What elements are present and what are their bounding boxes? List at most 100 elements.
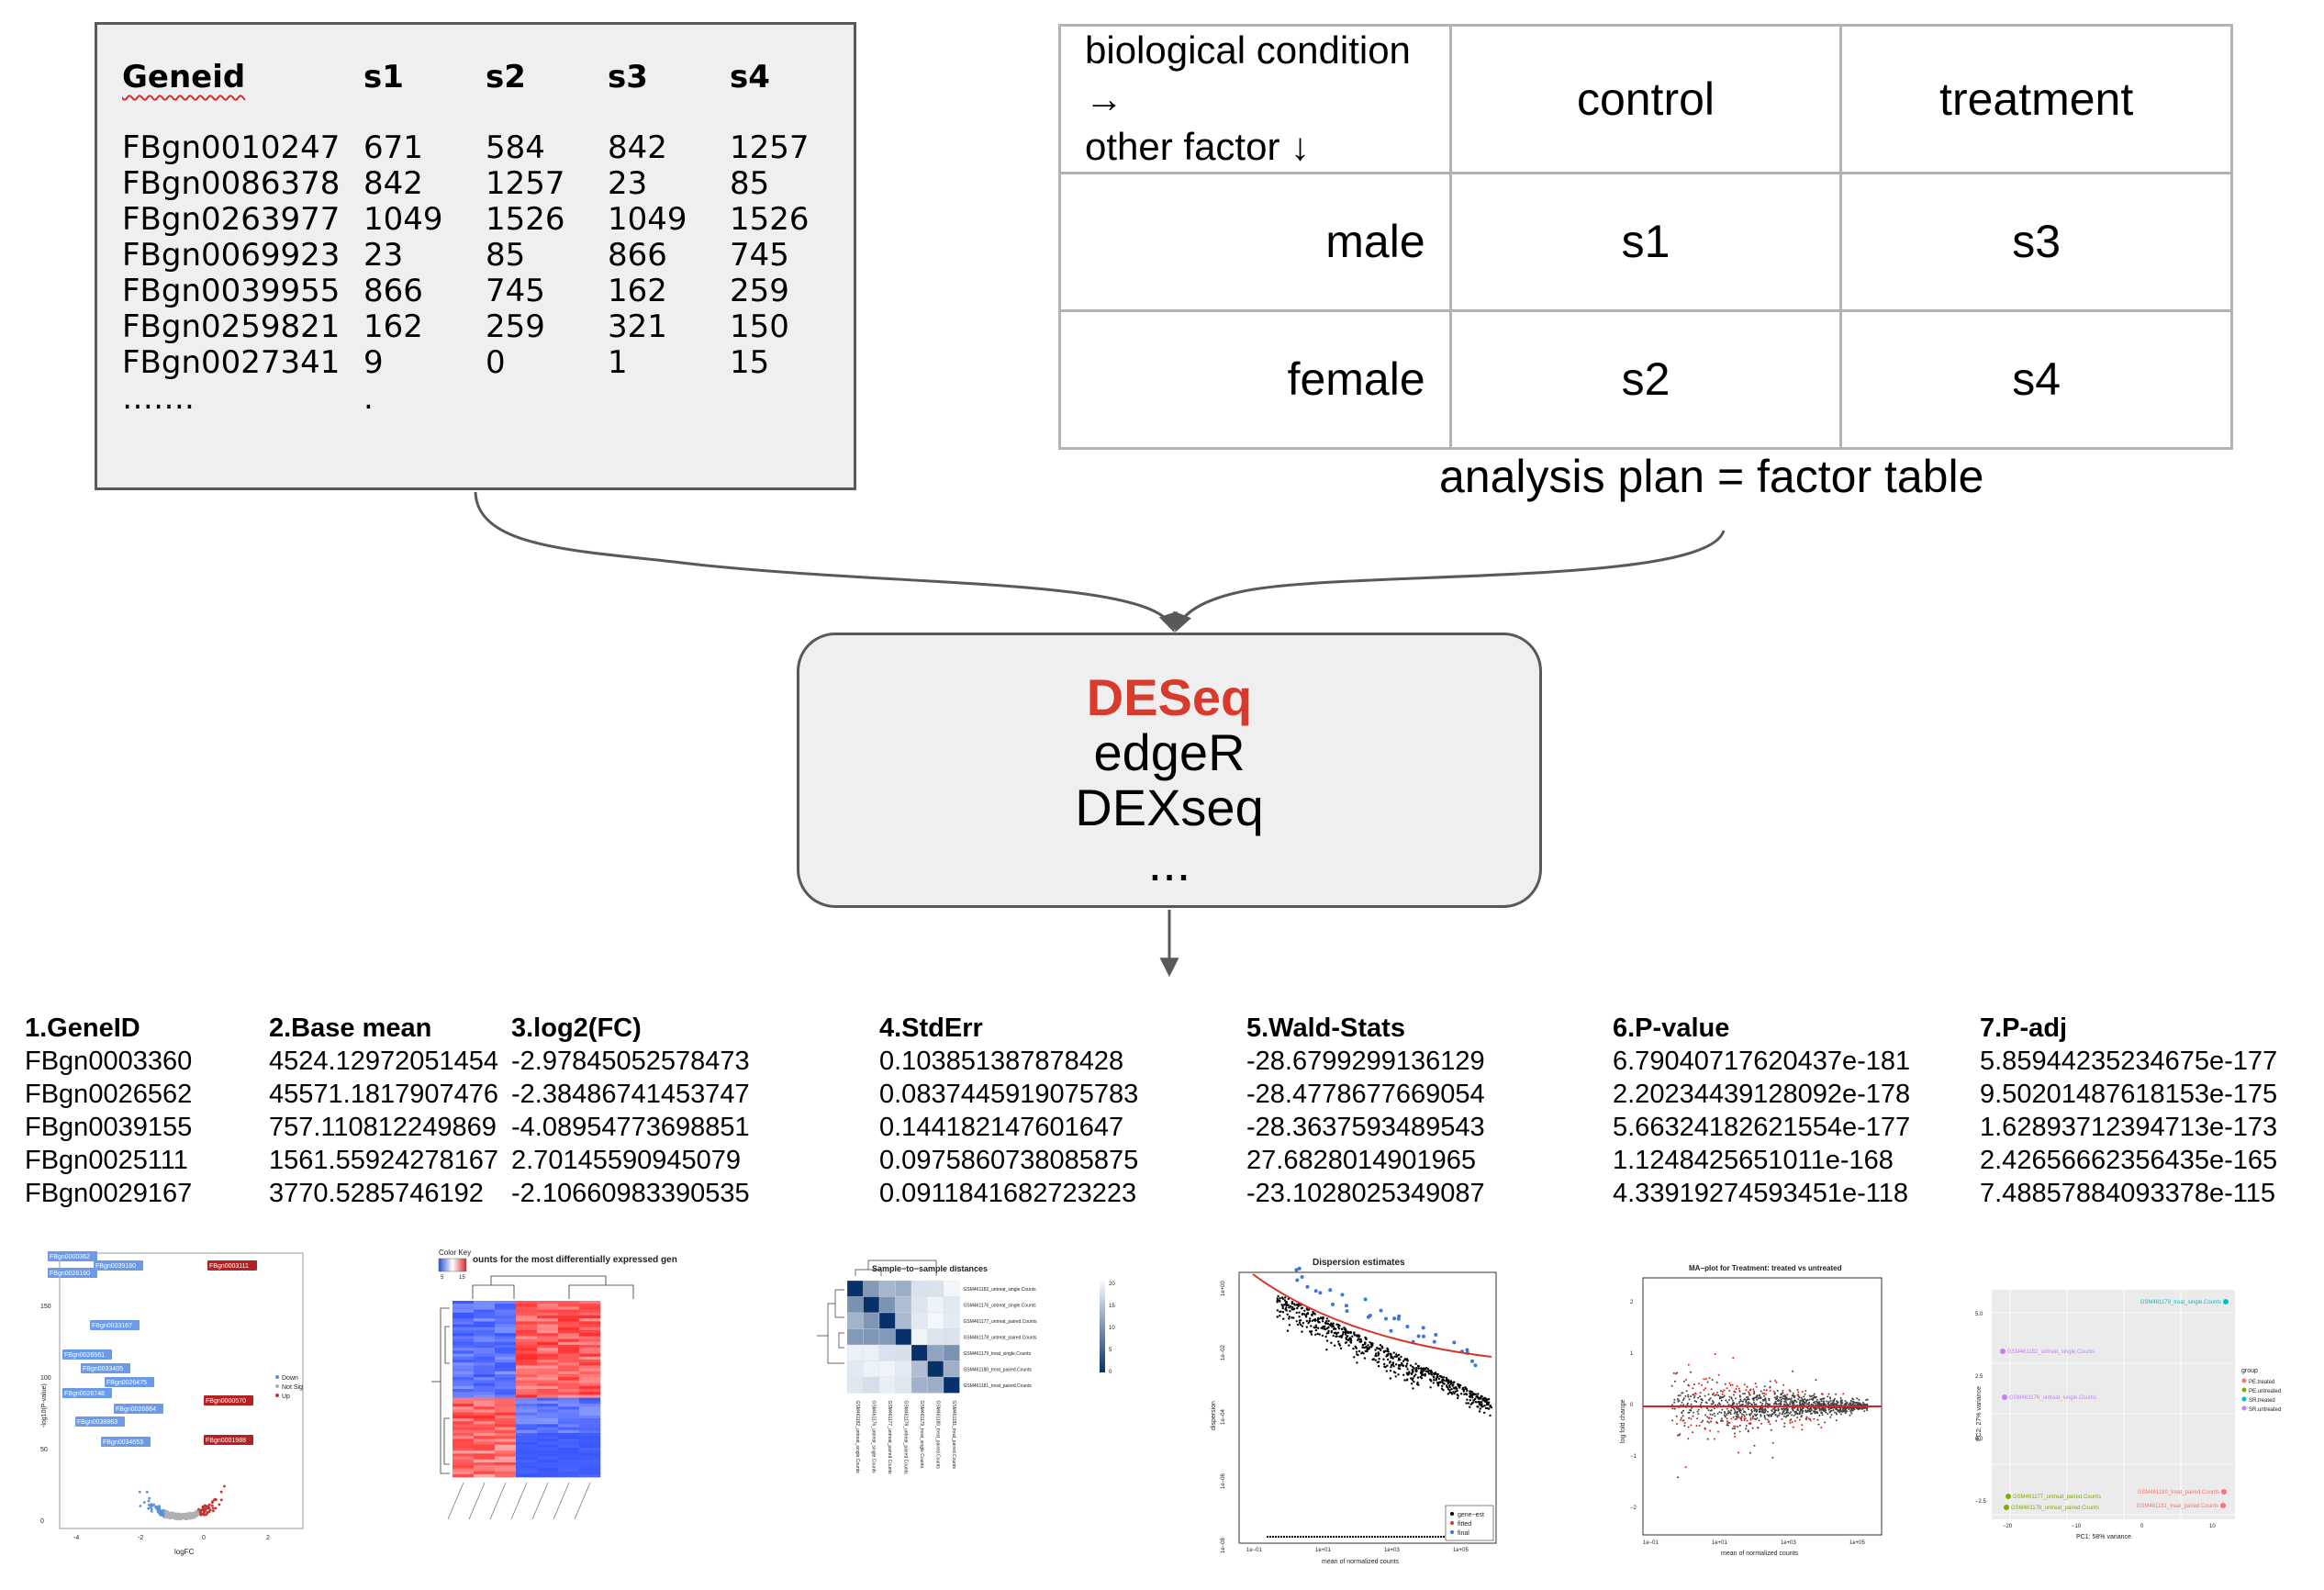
ma-point xyxy=(1863,1403,1866,1405)
heatmap-cell xyxy=(579,1471,601,1475)
ma-point xyxy=(1672,1372,1675,1374)
ma-point xyxy=(1684,1466,1687,1469)
ma-point xyxy=(1687,1383,1690,1386)
dispersion-gene-point xyxy=(1357,1338,1359,1342)
distance-cell xyxy=(943,1344,960,1361)
heatmap-cell xyxy=(516,1436,538,1439)
heatmap-cell xyxy=(537,1318,559,1322)
ma-point xyxy=(1785,1410,1788,1413)
heatmap-cell xyxy=(495,1312,517,1316)
ma-point xyxy=(1788,1397,1791,1400)
heatmap-cell xyxy=(537,1383,559,1387)
ma-point xyxy=(1733,1425,1736,1428)
ma-point xyxy=(1704,1428,1706,1430)
results-cell: 5.85944235234675e-177 xyxy=(1980,1047,2278,1076)
ma-point xyxy=(1723,1394,1726,1397)
dispersion-gene-point xyxy=(1331,1323,1335,1327)
dispersion-final-point xyxy=(1392,1316,1397,1321)
results-cell: 7.48857884093378e-115 xyxy=(1980,1179,2276,1208)
dispersion-gene-point xyxy=(1453,1381,1456,1383)
count-header-s2: s2 xyxy=(486,59,526,95)
dispersion-gene-point xyxy=(1307,1322,1310,1325)
heatmap-column-label xyxy=(468,1482,486,1520)
dispersion-gene-point xyxy=(1413,1375,1416,1378)
volcano-point xyxy=(149,1506,152,1508)
ma-point xyxy=(1715,1382,1718,1383)
volcano-point xyxy=(207,1510,211,1513)
dispersion-final-point xyxy=(1434,1333,1438,1337)
distance-column-label: GSM461177_untreat_paired.Counts xyxy=(887,1401,892,1474)
dispersion-gene-point xyxy=(1387,1350,1390,1353)
count-value: 866 xyxy=(363,273,423,309)
heatmap-cell xyxy=(516,1433,538,1437)
dispersion-gene-point xyxy=(1291,1308,1295,1311)
ma-point xyxy=(1768,1420,1771,1423)
ma-point xyxy=(1773,1406,1776,1409)
dispersion-gene-point xyxy=(1281,1304,1284,1308)
ma-point xyxy=(1785,1401,1787,1404)
dispersion-gene-point xyxy=(1469,1390,1471,1393)
heatmap-cell xyxy=(579,1429,601,1434)
ma-point xyxy=(1820,1400,1823,1402)
dispersion-gene-point xyxy=(1411,1372,1413,1374)
ma-point xyxy=(1848,1403,1849,1405)
ma-point xyxy=(1789,1419,1792,1422)
ma-point xyxy=(1782,1389,1784,1392)
volcano-label-box xyxy=(62,1349,112,1360)
ma-point xyxy=(1768,1399,1771,1402)
heatmap-cell xyxy=(558,1330,580,1334)
distance-cell xyxy=(863,1376,880,1394)
volcano-legend-entry: Down xyxy=(282,1375,298,1382)
heatmap-cell xyxy=(495,1371,517,1375)
dispersion-gene-point xyxy=(1400,1355,1402,1359)
heatmap-cell xyxy=(579,1360,601,1363)
dispersion-gene-point xyxy=(1403,1358,1407,1360)
dispersion-gene-point xyxy=(1286,1313,1289,1316)
heatmap-cell xyxy=(537,1377,559,1381)
dispersion-gene-point xyxy=(1288,1316,1290,1318)
heatmap-cell xyxy=(558,1409,580,1413)
heatmap-cell xyxy=(516,1338,538,1343)
ma-point xyxy=(1751,1427,1754,1429)
heatmap-cell xyxy=(474,1453,496,1457)
ma-point xyxy=(1718,1411,1721,1414)
dispersion-gene-point xyxy=(1479,1396,1482,1400)
ma-point xyxy=(1751,1397,1754,1400)
volcano-label: FBgn0038863 xyxy=(77,1419,117,1426)
heatmap-cell xyxy=(537,1350,559,1354)
heatmap-cell xyxy=(495,1471,517,1475)
dispersion-gene-point xyxy=(1306,1308,1309,1311)
dispersion-gene-point xyxy=(1302,1322,1305,1325)
heatmap-cell xyxy=(495,1316,517,1319)
count-value: 162 xyxy=(608,273,667,309)
heatmap-cell xyxy=(474,1306,496,1310)
ma-point xyxy=(1775,1409,1778,1412)
ma-point xyxy=(1681,1412,1683,1415)
dispersion-gene-point xyxy=(1455,1386,1458,1389)
ma-plot-thumbnail: MA−plot for Treatment: treated vs untrea… xyxy=(1615,1260,1891,1567)
dispersion-gene-point xyxy=(1449,1392,1453,1394)
count-gene-id: FBgn0039955 xyxy=(122,273,341,309)
ma-point xyxy=(1753,1413,1756,1416)
heatmap-cell xyxy=(453,1368,475,1372)
volcano-point xyxy=(207,1503,211,1506)
volcano-label: FBgn0000570 xyxy=(206,1398,246,1405)
ma-point xyxy=(1784,1416,1787,1418)
heatmap-cell xyxy=(516,1441,538,1446)
heatmap-cell xyxy=(537,1404,559,1407)
distance-column-label: GSM461182_untreat_single.Counts xyxy=(855,1401,860,1474)
count-value: 1526 xyxy=(486,201,565,238)
dispersion-final-point xyxy=(1368,1314,1372,1317)
ma-point xyxy=(1745,1400,1748,1403)
dispersion-gene-point xyxy=(1432,1375,1436,1378)
ma-point xyxy=(1741,1403,1744,1405)
ma-point xyxy=(1706,1438,1709,1440)
ma-point xyxy=(1798,1413,1801,1416)
heatmap-cell xyxy=(558,1473,580,1478)
ma-point xyxy=(1727,1421,1730,1424)
dispersion-gene-point xyxy=(1471,1396,1474,1399)
distance-cell xyxy=(846,1376,864,1394)
heatmap-cell xyxy=(453,1306,475,1310)
heatmap-cell xyxy=(537,1356,559,1360)
ma-point xyxy=(1782,1407,1785,1410)
